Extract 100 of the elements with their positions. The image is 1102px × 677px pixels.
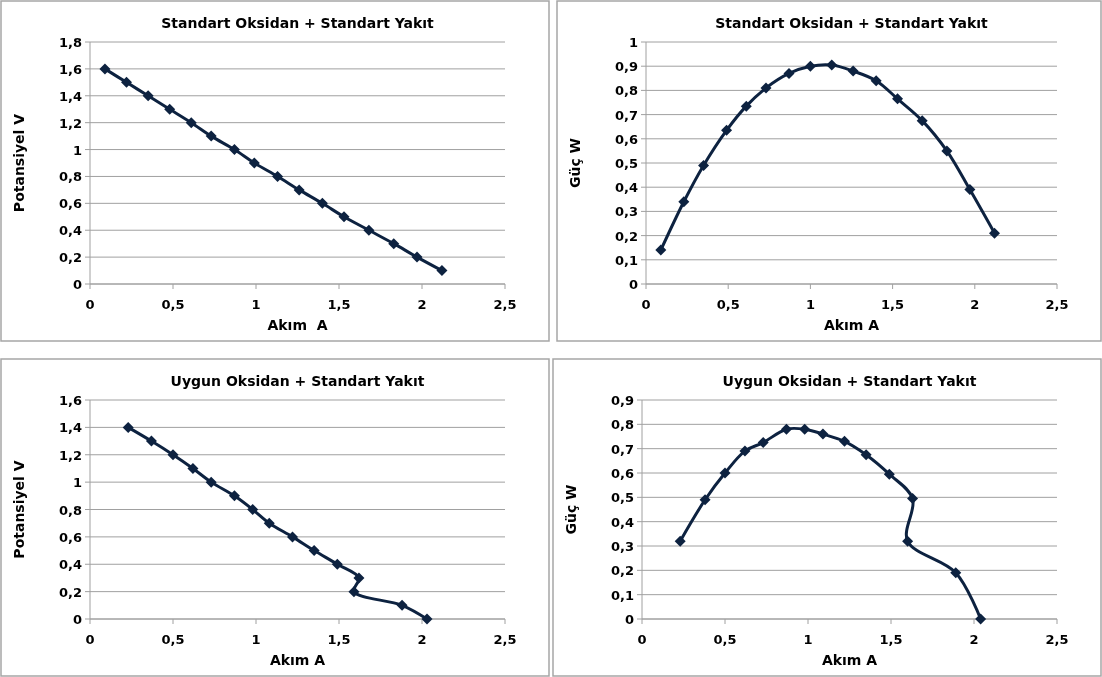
point: [145, 435, 157, 447]
x-tick-label: 2,5: [493, 632, 517, 647]
chart-title: Standart Oksidan + Standart Yakıt: [715, 15, 989, 31]
x-tick-label: 0: [85, 632, 95, 647]
y-tick-label: 1,8: [58, 35, 82, 50]
y-tick-label: 0: [624, 612, 634, 627]
point: [348, 586, 360, 598]
point: [698, 159, 710, 171]
point: [338, 211, 350, 223]
y-tick-label: 0,4: [614, 180, 638, 196]
point: [396, 599, 408, 611]
point: [950, 567, 962, 579]
x-tick-label: 2: [969, 632, 979, 647]
point: [167, 449, 179, 461]
y-tick-label: 0: [72, 277, 82, 292]
point: [975, 613, 987, 625]
y-tick-label: 0,1: [614, 252, 638, 268]
x-tick-label: 1,5: [879, 632, 903, 647]
point: [740, 100, 752, 112]
y-tick-label: 0: [628, 277, 638, 292]
point: [839, 435, 851, 447]
point: [287, 531, 299, 543]
y-tick-label: 0,2: [614, 228, 638, 244]
point: [678, 196, 690, 208]
y-tick-label: 0,3: [610, 539, 634, 554]
chart-title: Standart Oksidan + Standart Yakıt: [161, 15, 435, 31]
x-tick-label: 0,5: [161, 297, 185, 312]
point: [674, 535, 686, 547]
y-axis-title: Güç W: [567, 137, 583, 189]
x-tick-label: 2: [417, 632, 427, 647]
point: [142, 90, 154, 102]
y-tick-label: 0,8: [614, 83, 638, 99]
x-tick-label: 0: [641, 297, 651, 312]
y-tick-label: 1,4: [58, 420, 82, 436]
y-tick-label: 0,7: [610, 441, 634, 457]
y-tick-label: 0,7: [614, 107, 638, 123]
point: [293, 184, 305, 196]
y-tick-label: 0,8: [58, 502, 82, 518]
point: [316, 197, 328, 209]
y-tick-label: 0,8: [58, 169, 82, 185]
point: [870, 75, 882, 87]
point: [205, 130, 217, 142]
point: [804, 60, 816, 72]
point: [799, 423, 811, 435]
x-tick-label: 1: [251, 297, 261, 312]
point: [902, 535, 914, 547]
x-tick-label: 0,5: [713, 632, 737, 647]
point: [883, 468, 895, 480]
x-axis-title: Akım A: [269, 652, 326, 668]
point: [308, 545, 320, 557]
y-tick-label: 0,5: [610, 490, 634, 506]
point: [719, 467, 731, 479]
point: [411, 251, 423, 263]
point: [892, 93, 904, 105]
point: [247, 504, 259, 515]
y-tick-label: 1,6: [58, 61, 82, 77]
point: [860, 449, 872, 461]
x-tick-label: 2,5: [1045, 632, 1069, 647]
point: [739, 445, 751, 457]
point: [916, 115, 928, 127]
x-tick-label: 1,5: [327, 632, 351, 647]
y-tick-label: 1: [72, 142, 82, 158]
point: [228, 490, 240, 502]
point: [353, 572, 365, 584]
point: [122, 421, 134, 433]
point: [205, 476, 217, 488]
point: [436, 265, 448, 277]
point: [388, 238, 400, 250]
point: [421, 613, 433, 625]
y-axis-title: Potansiyel V: [11, 460, 27, 559]
y-tick-label: 0: [72, 612, 82, 627]
point: [263, 517, 275, 529]
point: [699, 494, 711, 506]
x-tick-label: 1,5: [881, 297, 905, 312]
point: [941, 145, 953, 157]
point: [826, 59, 838, 71]
x-tick-label: 2: [417, 297, 427, 312]
y-tick-label: 0,6: [58, 529, 82, 545]
point: [248, 157, 260, 169]
y-tick-label: 1,6: [58, 393, 82, 408]
x-axis-title: Akım A: [821, 652, 878, 668]
y-tick-label: 1,4: [58, 88, 82, 104]
x-tick-label: 1: [803, 632, 813, 647]
y-tick-label: 0,4: [58, 557, 82, 573]
point: [964, 184, 976, 196]
point: [907, 493, 919, 505]
y-tick-label: 0,8: [610, 417, 634, 433]
y-tick-label: 1,2: [58, 447, 82, 463]
point: [989, 227, 1001, 239]
point: [363, 224, 375, 236]
y-axis-title: Potansiyel V: [11, 113, 27, 213]
y-tick-label: 0,4: [610, 514, 634, 530]
chart-title: Uygun Oksidan + Standart Yakıt: [170, 373, 425, 389]
point: [780, 423, 792, 435]
x-tick-label: 0,5: [161, 632, 185, 647]
y-tick-label: 0,3: [614, 204, 638, 220]
x-tick-label: 2,5: [1045, 297, 1069, 312]
point: [272, 170, 284, 182]
y-tick-label: 0,6: [610, 466, 634, 481]
y-tick-label: 1,2: [58, 115, 82, 131]
